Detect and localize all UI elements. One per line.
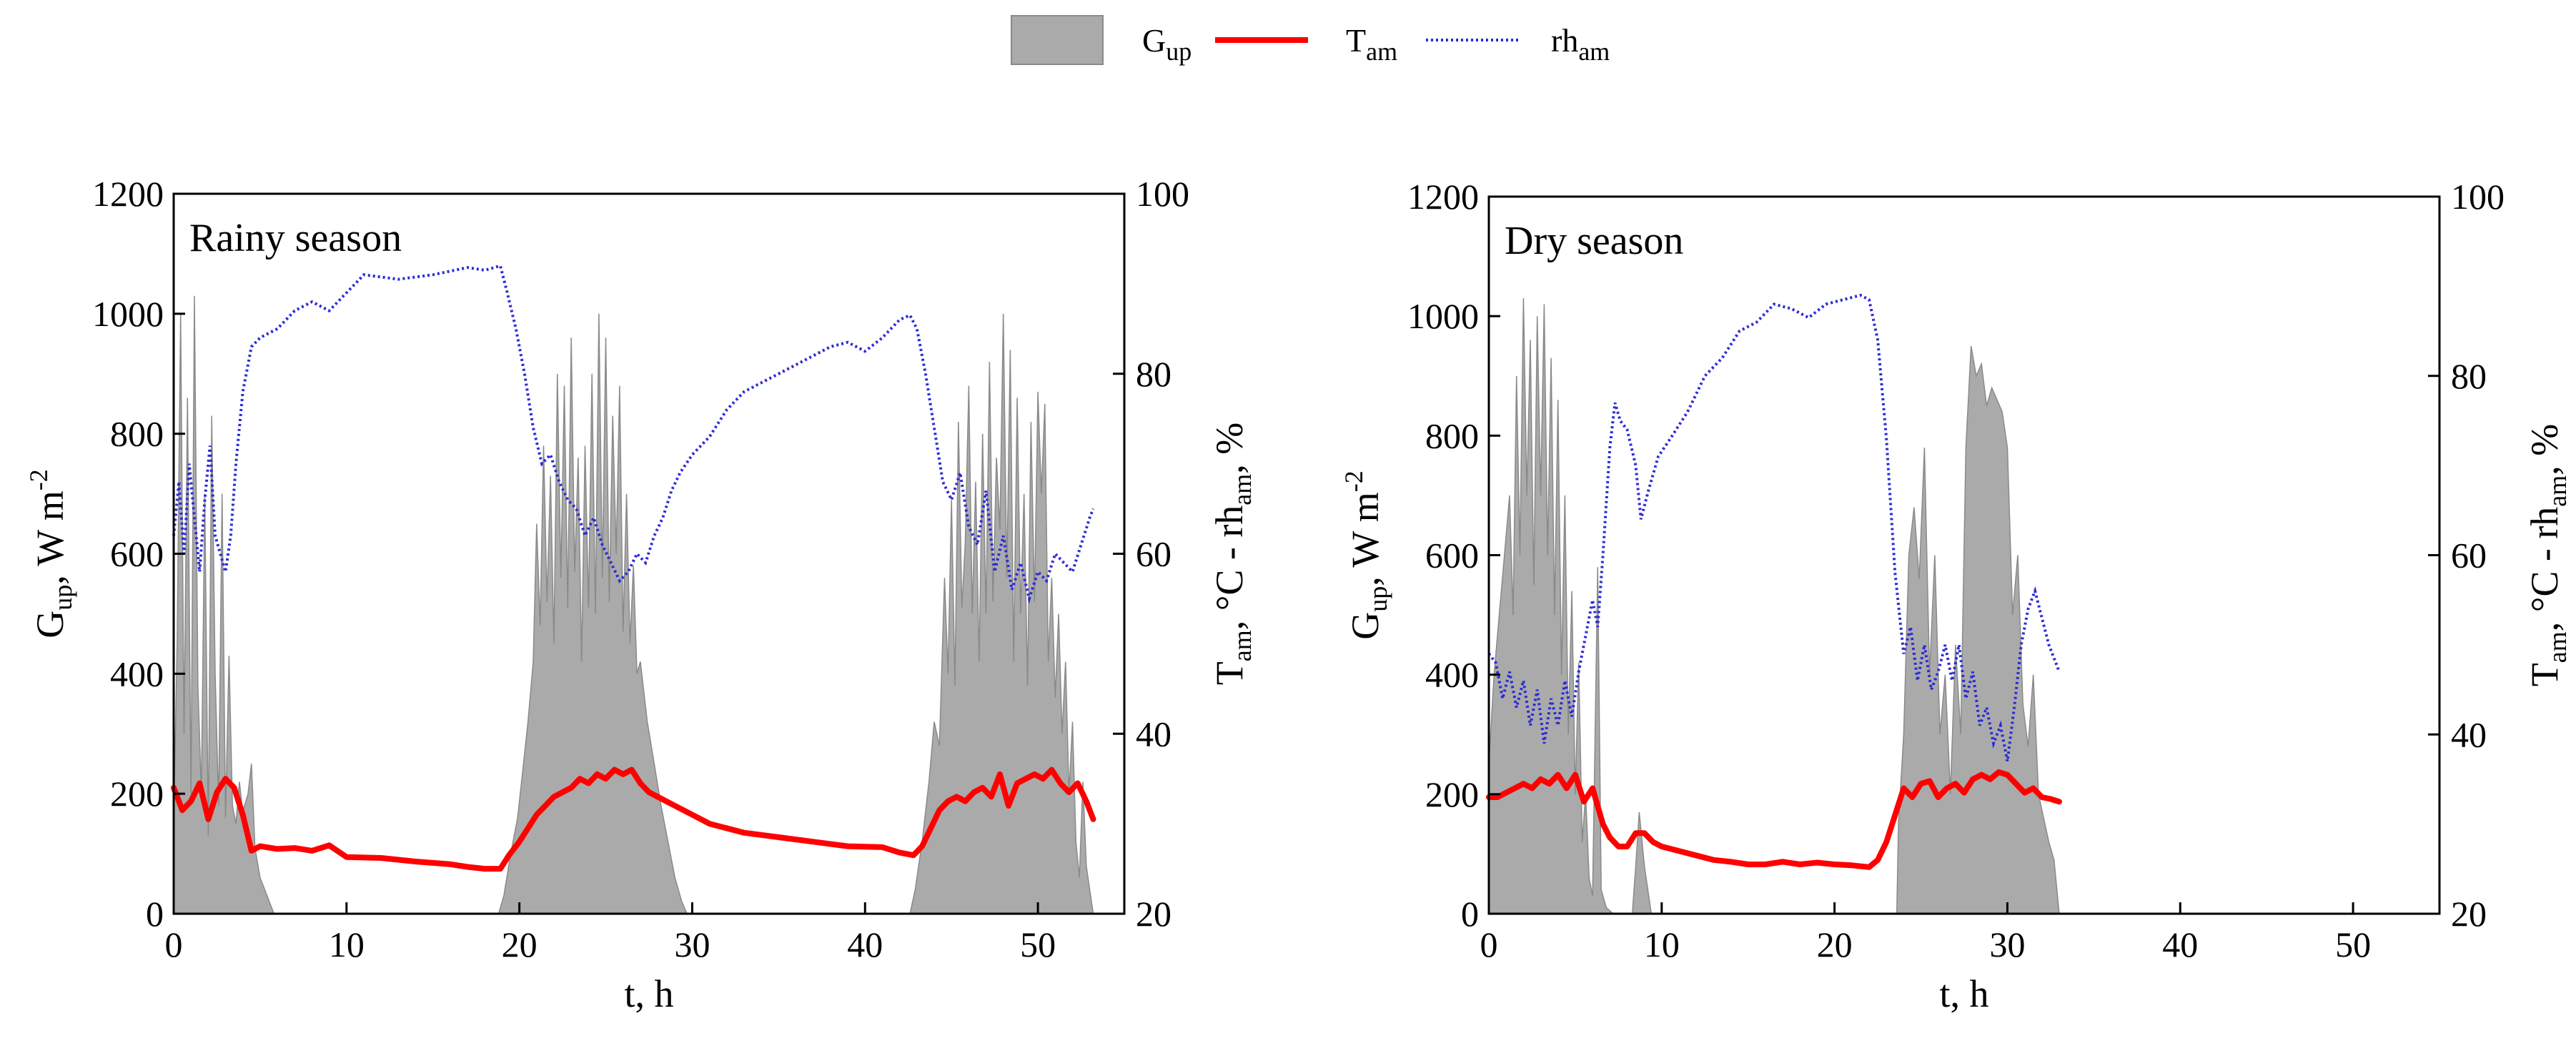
legend-rham-label: rham (1551, 22, 1610, 66)
y-left-tick-label: 200 (1425, 774, 1479, 814)
legend-gup-swatch (1011, 15, 1104, 65)
x-tick-label: 10 (329, 924, 365, 964)
x-tick-label: 40 (847, 924, 883, 964)
y-right-tick-label: 80 (1136, 354, 1171, 394)
y-left-tick-label: 0 (146, 894, 164, 934)
y-left-tick-label: 0 (1461, 894, 1479, 934)
season-annotation: Dry season (1505, 219, 1683, 263)
y-right-tick-label: 40 (1136, 714, 1171, 754)
x-tick-label: 30 (1989, 924, 2025, 964)
series-rham-line (1487, 293, 2061, 762)
y-left-tick-label: 800 (1425, 415, 1479, 455)
x-tick-label: 50 (2335, 924, 2371, 964)
chart-panel-rainy-season: 0 10 20 30 40 50 0 200 400 600 800 1000 1200 20 40 60 80… (24, 174, 1257, 1015)
y-left-tick-label: 400 (110, 653, 164, 694)
y-left-tick-label: 1000 (92, 294, 164, 334)
series-tam-line (1486, 769, 2062, 870)
y-left-tick-label: 1200 (92, 174, 164, 214)
y-left-tick-label: 1000 (1407, 296, 1479, 336)
season-annotation: Rainy season (189, 216, 402, 260)
series-gup-area (173, 295, 1094, 914)
y-left-axis-label: Gup, W m-2 (24, 469, 77, 638)
x-tick-label: 40 (2162, 924, 2198, 964)
y-right-tick-label: 60 (1136, 534, 1171, 574)
y-right-tick-label: 20 (2451, 894, 2487, 934)
y-right-tick-label: 60 (2451, 536, 2487, 576)
y-left-tick-label: 400 (1425, 655, 1479, 695)
y-right-tick-label: 40 (2451, 714, 2487, 754)
x-tick-label: 50 (1020, 924, 1056, 964)
y-right-tick-label: 20 (1136, 894, 1171, 934)
x-tick-label: 10 (1644, 924, 1680, 964)
x-axis-label: t, h (1939, 972, 1988, 1015)
y-left-tick-label: 800 (110, 414, 164, 454)
series-rham-line (172, 264, 1095, 604)
y-left-axis-label: Gup, W m-2 (1339, 470, 1392, 640)
chart-panel-dry-season: 0 10 20 30 40 50 0 200 400 600 800 1000 1200 20 40 60 80… (1339, 177, 2572, 1015)
y-right-axis-label: Tam, °C - rham, % (1208, 423, 1257, 686)
y-right-tick-label: 100 (2451, 177, 2505, 217)
legend: Gup Tam rham (1011, 15, 1610, 66)
x-tick-label: 20 (502, 924, 538, 964)
x-axis-label: t, h (624, 972, 673, 1015)
y-right-axis-label: Tam, °C - rham, % (2523, 424, 2572, 687)
y-left-tick-label: 1200 (1407, 177, 1479, 217)
x-tick-label: 20 (1817, 924, 1853, 964)
y-left-tick-label: 600 (110, 534, 164, 574)
y-right-tick-label: 80 (2451, 356, 2487, 396)
x-tick-label: 30 (674, 924, 710, 964)
y-left-tick-label: 200 (110, 774, 164, 814)
x-tick-label: 0 (165, 924, 183, 964)
series-gup-area (1488, 298, 2060, 914)
legend-gup-label: Gup (1142, 22, 1192, 66)
legend-tam-label: Tam (1346, 22, 1397, 66)
series-tam-line (171, 766, 1096, 872)
y-right-tick-label: 100 (1136, 174, 1189, 214)
x-tick-label: 0 (1480, 924, 1498, 964)
y-left-tick-label: 600 (1425, 536, 1479, 576)
